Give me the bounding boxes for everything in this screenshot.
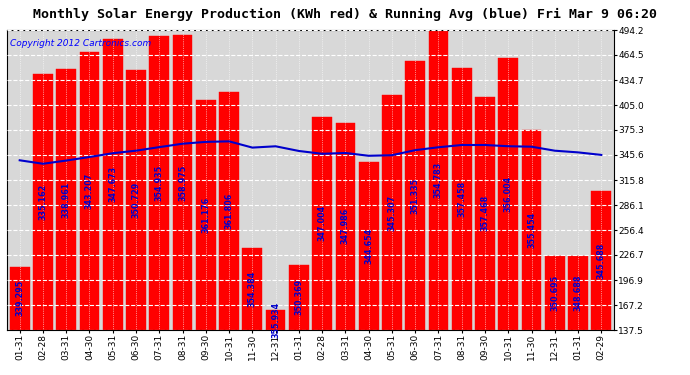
- Text: 345.307: 345.307: [387, 194, 397, 231]
- Bar: [591, 191, 611, 330]
- Bar: [545, 256, 564, 330]
- Text: 339.295: 339.295: [15, 280, 24, 316]
- Text: 347.986: 347.986: [341, 208, 350, 245]
- Text: 354.384: 354.384: [248, 271, 257, 307]
- Bar: [475, 97, 495, 330]
- Text: 348.688: 348.688: [573, 274, 582, 311]
- Text: Copyright 2012 Cartronics.com: Copyright 2012 Cartronics.com: [10, 39, 151, 48]
- Text: 350.369: 350.369: [295, 279, 304, 315]
- Text: 355.454: 355.454: [527, 212, 536, 248]
- Bar: [10, 267, 30, 330]
- Text: 345.688: 345.688: [597, 242, 606, 279]
- Bar: [103, 39, 123, 330]
- Bar: [289, 265, 308, 330]
- Bar: [79, 52, 99, 330]
- Text: 355.934: 355.934: [271, 302, 280, 338]
- Text: 338.961: 338.961: [61, 181, 70, 218]
- Bar: [126, 70, 146, 330]
- Bar: [57, 69, 76, 330]
- Bar: [452, 68, 471, 330]
- Bar: [172, 35, 193, 330]
- Bar: [242, 248, 262, 330]
- Bar: [196, 100, 216, 330]
- Bar: [382, 95, 402, 330]
- Text: 344.654: 344.654: [364, 228, 373, 264]
- Text: 361.806: 361.806: [224, 193, 234, 230]
- Bar: [266, 310, 286, 330]
- Text: Monthly Solar Energy Production (KWh red) & Running Avg (blue) Fri Mar 9 06:20: Monthly Solar Energy Production (KWh red…: [33, 8, 657, 21]
- Text: 351.335: 351.335: [411, 178, 420, 214]
- Bar: [359, 162, 379, 330]
- Text: 354.783: 354.783: [434, 162, 443, 198]
- Text: 335.162: 335.162: [39, 184, 48, 220]
- Bar: [335, 123, 355, 330]
- Bar: [522, 130, 542, 330]
- Text: 356.004: 356.004: [504, 176, 513, 212]
- Bar: [313, 117, 332, 330]
- Bar: [405, 61, 425, 330]
- Text: 361.176: 361.176: [201, 197, 210, 233]
- Text: 358.975: 358.975: [178, 165, 187, 201]
- Bar: [498, 58, 518, 330]
- Text: 343.207: 343.207: [85, 173, 94, 209]
- Text: 347.004: 347.004: [317, 206, 326, 242]
- Text: 354.935: 354.935: [155, 165, 164, 201]
- Text: 347.673: 347.673: [108, 166, 117, 202]
- Bar: [150, 36, 169, 330]
- Text: 357.458: 357.458: [457, 181, 466, 217]
- Text: 350.695: 350.695: [551, 275, 560, 311]
- Text: 350.729: 350.729: [132, 182, 141, 218]
- Bar: [428, 30, 448, 330]
- Text: 357.468: 357.468: [480, 195, 489, 231]
- Bar: [219, 92, 239, 330]
- Bar: [568, 256, 588, 330]
- Bar: [33, 74, 53, 330]
